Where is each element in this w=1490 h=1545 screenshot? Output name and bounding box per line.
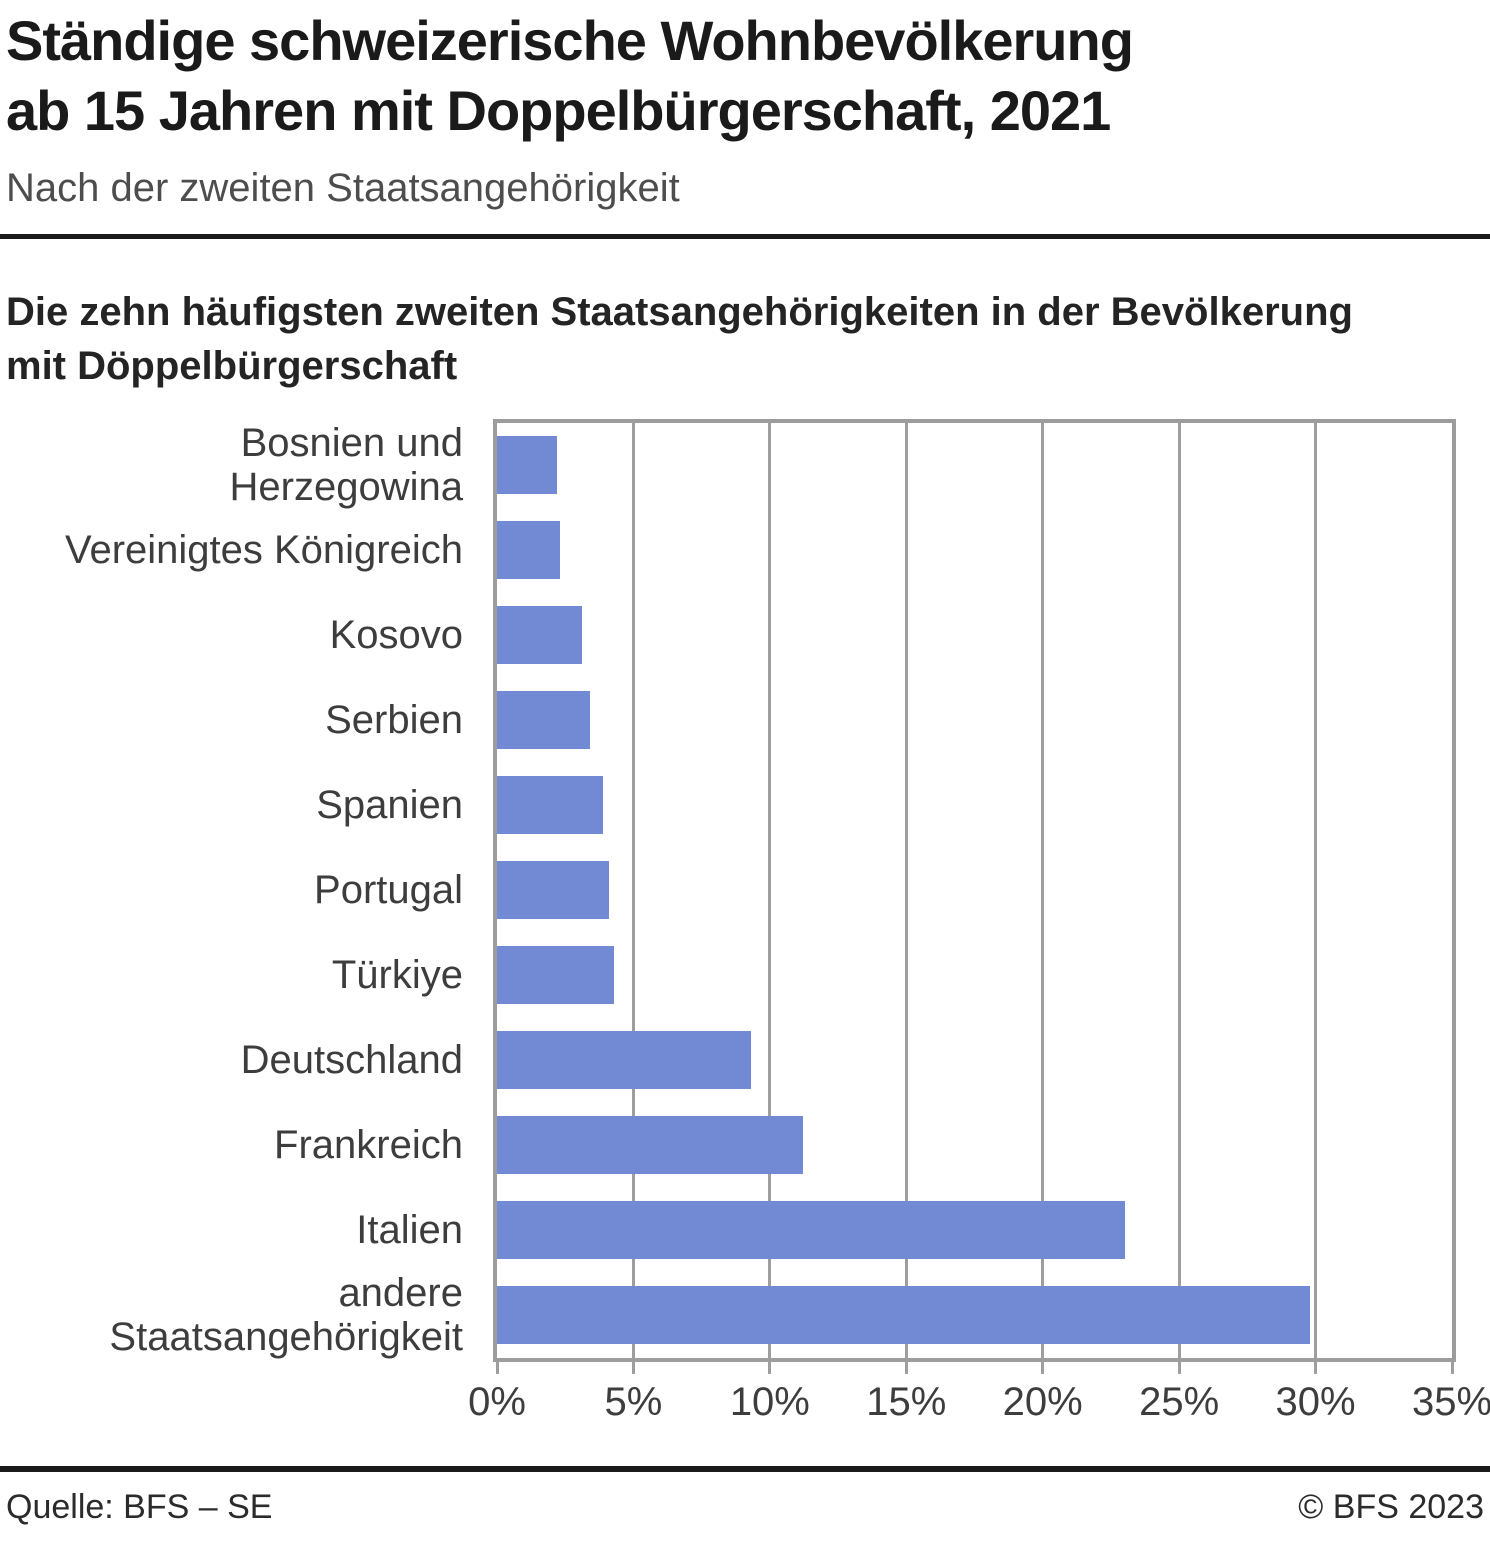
category-label-column: Bosnien und Herzegowina Vereinigtes König… <box>6 419 493 1362</box>
bar <box>497 606 582 664</box>
category-label: Italien <box>356 1207 463 1252</box>
category-label: Kosovo <box>329 612 463 657</box>
bar-row <box>497 933 1452 1018</box>
bar-row <box>497 1273 1452 1358</box>
category-label: Frankreich <box>274 1122 463 1167</box>
page-subtitle: Nach der zweiten Staatsangehörigkeit <box>6 166 680 210</box>
bar <box>497 946 615 1004</box>
category-label: Deutschland <box>240 1037 463 1082</box>
bar-row <box>497 423 1452 508</box>
bar <box>497 436 558 494</box>
category-label: Bosnien und Herzegowina <box>229 421 463 509</box>
bar <box>497 1201 1125 1259</box>
gridline-30% <box>1314 423 1318 1358</box>
bar <box>497 861 609 919</box>
axis-tick <box>1450 1362 1454 1374</box>
bar <box>497 521 560 579</box>
axis-tick-label: 20% <box>1002 1380 1083 1424</box>
bar-row <box>497 1188 1452 1273</box>
axis-tick <box>495 1362 499 1374</box>
bar-chart: Bosnien und Herzegowina Vereinigtes König… <box>6 419 1490 1362</box>
bar-row <box>497 848 1452 933</box>
category-label: Spanien <box>316 782 463 827</box>
axis-tick-label: 30% <box>1275 1380 1356 1424</box>
category-label: Vereinigtes Königreich <box>64 527 463 572</box>
footer: Quelle: BFS – SE © BFS 2023 <box>0 1472 1490 1527</box>
x-axis-tick-labels: 0% 5% 10% 15% 20% 25% 30% 35% <box>468 1380 1490 1430</box>
chart-heading: Die zehn häufigsten zweiten Staatsangehö… <box>6 290 1353 388</box>
footer-divider <box>0 1466 1490 1472</box>
header-divider <box>0 234 1490 239</box>
plot-area <box>493 419 1456 1362</box>
gridline-15% <box>904 423 908 1358</box>
axis-tick <box>631 1362 635 1374</box>
page-title: Ständige schweizerische Wohnbevölkerung … <box>6 9 1134 142</box>
copyright-label: © BFS 2023 <box>1298 1488 1484 1526</box>
axis-tick <box>768 1362 772 1374</box>
bar <box>497 1116 803 1174</box>
bar <box>497 691 590 749</box>
category-label: Türkiye <box>331 952 463 997</box>
gridline-25% <box>1177 423 1181 1358</box>
gridline-10% <box>768 423 772 1358</box>
axis-tick <box>1041 1362 1045 1374</box>
axis-tick-label: 15% <box>866 1380 947 1424</box>
bar-row <box>497 763 1452 848</box>
axis-tick-label: 35% <box>1411 1380 1490 1424</box>
gridline-5% <box>631 423 635 1358</box>
source-label: Quelle: BFS – SE <box>6 1488 273 1526</box>
bar-row <box>497 508 1452 593</box>
bar-row <box>497 678 1452 763</box>
bar <box>497 776 604 834</box>
x-axis-ticks <box>493 1362 1456 1374</box>
bar-row <box>497 1018 1452 1103</box>
bar <box>497 1031 751 1089</box>
axis-tick-label: 0% <box>468 1380 526 1424</box>
axis-tick <box>1177 1362 1181 1374</box>
axis-tick-label: 25% <box>1139 1380 1220 1424</box>
category-label: Serbien <box>325 697 463 742</box>
category-label: andere Staatsangehörigkeit <box>109 1271 463 1359</box>
axis-tick-label: 10% <box>729 1380 810 1424</box>
bar-row <box>497 1103 1452 1188</box>
axis-tick <box>904 1362 908 1374</box>
axis-tick-label: 5% <box>604 1380 663 1424</box>
category-label: Portugal <box>314 867 463 912</box>
gridline-20% <box>1041 423 1045 1358</box>
axis-tick <box>1314 1362 1318 1374</box>
bar <box>497 1286 1311 1344</box>
bar-row <box>497 593 1452 678</box>
